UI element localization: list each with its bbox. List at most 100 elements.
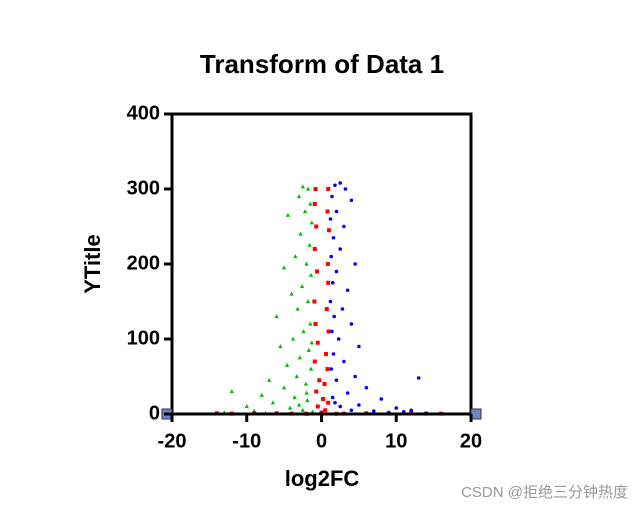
point <box>324 307 329 311</box>
point <box>297 355 303 360</box>
point <box>315 404 320 409</box>
point <box>315 269 320 274</box>
watermark: CSDN @拒绝三分钟热度 <box>461 484 628 501</box>
point <box>353 262 357 266</box>
point <box>330 395 335 400</box>
point <box>320 397 325 401</box>
point <box>340 307 345 311</box>
point <box>314 224 319 229</box>
point <box>266 377 272 382</box>
y-tick-label: 300 <box>127 177 160 199</box>
point <box>281 385 287 390</box>
point <box>326 228 331 233</box>
point <box>326 400 331 405</box>
point <box>312 299 317 304</box>
point <box>325 367 330 371</box>
point <box>307 242 312 247</box>
x-tick-label: -10 <box>232 430 261 452</box>
point <box>300 184 306 189</box>
y-tick-label: 0 <box>149 402 160 424</box>
point <box>274 314 279 319</box>
point <box>293 254 298 259</box>
point <box>289 291 294 296</box>
point <box>334 209 339 214</box>
point <box>301 329 306 334</box>
point <box>281 265 287 270</box>
point <box>326 280 331 285</box>
point <box>342 224 346 229</box>
point <box>296 194 302 199</box>
point <box>338 404 342 409</box>
point <box>309 220 314 225</box>
y-tick-label: 100 <box>127 327 160 349</box>
point <box>305 186 311 191</box>
point <box>325 209 330 214</box>
point <box>294 374 300 379</box>
point <box>302 209 308 214</box>
y-axis-label: YTitle <box>80 234 105 294</box>
point <box>317 378 322 383</box>
point <box>296 402 302 407</box>
point <box>313 322 318 326</box>
point <box>308 366 314 371</box>
point <box>326 187 331 191</box>
plot-frame <box>170 112 473 416</box>
point <box>259 392 264 397</box>
point <box>333 183 337 188</box>
point <box>329 367 334 371</box>
point <box>315 340 320 345</box>
point <box>331 235 336 240</box>
point <box>313 187 318 191</box>
x-axis-label: log2FC <box>285 466 360 491</box>
point <box>330 329 334 334</box>
point <box>312 202 317 206</box>
point <box>379 397 384 401</box>
point <box>329 254 334 259</box>
point <box>290 336 296 341</box>
x-tick-label: 10 <box>385 430 407 452</box>
plot <box>214 181 444 416</box>
y-tick-label: 200 <box>127 252 160 274</box>
point <box>349 408 354 413</box>
point <box>300 407 306 412</box>
point <box>333 400 337 405</box>
point <box>312 359 317 364</box>
point <box>308 272 314 277</box>
point <box>308 321 313 326</box>
point <box>416 376 421 380</box>
point <box>308 201 313 206</box>
point <box>270 400 276 405</box>
point <box>310 409 315 414</box>
point <box>345 288 350 293</box>
point <box>357 403 361 407</box>
point <box>343 187 348 191</box>
point <box>338 247 342 251</box>
point <box>326 329 331 334</box>
point <box>305 398 310 403</box>
point <box>349 322 354 326</box>
point <box>330 194 334 199</box>
point <box>353 374 357 379</box>
point <box>314 389 319 394</box>
y-tick-label: 400 <box>127 102 160 124</box>
point <box>309 340 314 345</box>
point <box>338 181 342 185</box>
point <box>372 409 376 413</box>
point <box>330 280 335 285</box>
x-tick-label: -20 <box>158 430 187 452</box>
point <box>364 385 369 390</box>
point <box>303 381 309 386</box>
point <box>304 390 309 395</box>
point <box>334 269 339 274</box>
x-tick-label: 0 <box>316 430 327 452</box>
point <box>342 359 346 364</box>
point <box>345 391 350 395</box>
point <box>325 262 330 266</box>
point <box>299 284 305 289</box>
point <box>292 395 297 400</box>
point <box>349 198 354 203</box>
point <box>306 347 311 352</box>
point <box>244 404 249 409</box>
